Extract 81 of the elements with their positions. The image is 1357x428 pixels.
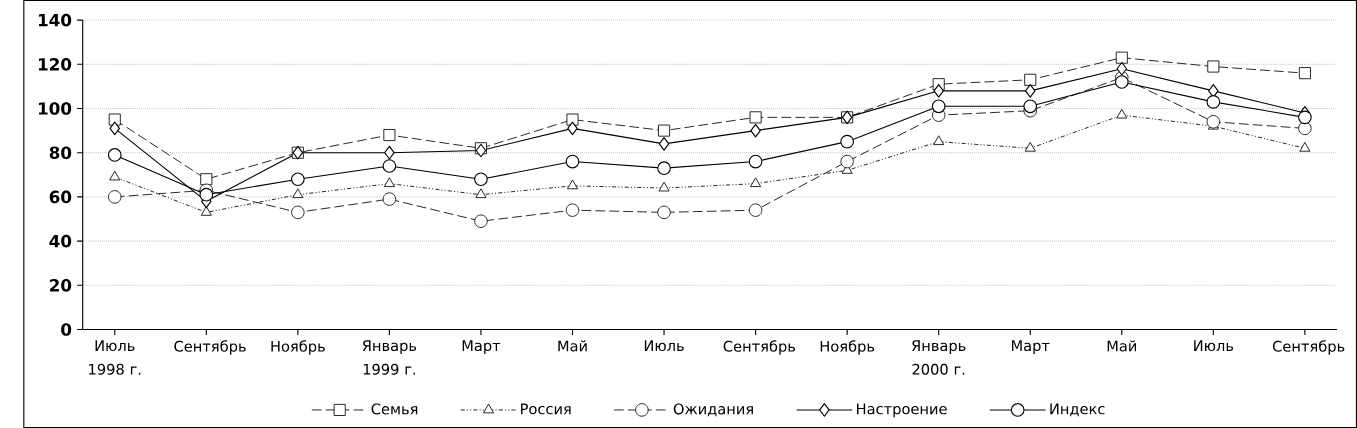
point [657, 161, 671, 175]
point [567, 179, 578, 190]
x-tick-label: Март [1011, 340, 1050, 354]
x-tick-label: Май [1107, 340, 1137, 352]
point [291, 205, 305, 219]
y-tick-label: 20 [50, 278, 72, 292]
point [475, 188, 487, 198]
x-tick-label: Январь 1999 г. [362, 340, 417, 375]
point [1298, 110, 1312, 125]
point [1114, 75, 1129, 89]
point [109, 121, 121, 136]
point [384, 145, 395, 160]
point [748, 203, 763, 217]
point [1115, 51, 1128, 64]
x-tick-label: Сентябрь [723, 340, 796, 355]
point [657, 205, 671, 219]
point [109, 170, 121, 181]
x-tick-label: Сентябрь [174, 340, 246, 355]
point [1298, 67, 1311, 80]
point [931, 99, 946, 114]
y-tick-label: 0 [61, 323, 72, 336]
legend-label: Россия [521, 403, 571, 415]
point [200, 173, 213, 186]
point [1206, 94, 1221, 109]
point [1024, 83, 1036, 98]
point [474, 214, 488, 228]
point [658, 124, 671, 137]
point [1116, 108, 1128, 119]
point [748, 154, 763, 169]
y-tick-label: 40 [49, 234, 72, 248]
point [658, 136, 670, 151]
x-tick-label: Июль [644, 340, 684, 352]
x-tick-label: Ноябрь [820, 340, 875, 355]
point [565, 203, 580, 217]
point [1024, 73, 1037, 86]
point [200, 206, 212, 216]
point [107, 148, 122, 162]
point [108, 190, 122, 204]
point [750, 177, 762, 187]
point [291, 172, 305, 186]
point [840, 154, 854, 169]
legend-label: Ожидания [673, 403, 753, 417]
x-tick-label: Сентябрь [1272, 340, 1345, 355]
point [933, 83, 944, 98]
x-tick-label: Ноябрь [271, 340, 325, 355]
x-tick-label: Май [558, 340, 587, 352]
point [292, 188, 304, 198]
point [108, 113, 121, 126]
point [382, 192, 397, 206]
x-tick-label: Март [462, 340, 501, 354]
x-tick-label: Январь 2000 г. [912, 340, 966, 375]
point [750, 123, 761, 138]
point [474, 172, 488, 186]
point [749, 111, 762, 124]
point [1298, 121, 1312, 136]
y-tick-label: 100 [38, 102, 72, 115]
point [1299, 141, 1311, 152]
point [199, 187, 214, 202]
point [382, 159, 397, 173]
x-tick-label: Июль 1998 г. [89, 340, 141, 375]
point [658, 181, 670, 192]
legend-label: Индекс [1050, 403, 1105, 417]
point [565, 154, 580, 169]
point [567, 121, 578, 136]
point [1023, 99, 1038, 114]
point [1206, 115, 1221, 129]
point [1024, 141, 1036, 152]
legend-label: Настроение [857, 403, 947, 418]
point [383, 177, 395, 187]
legend-label: Семья [371, 403, 418, 415]
y-tick-label: 80 [49, 146, 72, 159]
x-tick-label: Июль [1194, 340, 1234, 352]
y-tick-label: 60 [49, 190, 72, 204]
point [1116, 61, 1128, 76]
y-tick-label: 140 [38, 13, 72, 27]
point [1207, 60, 1220, 73]
point [840, 134, 854, 149]
y-tick-label: 120 [38, 57, 72, 71]
point [933, 135, 945, 145]
point [1208, 83, 1219, 98]
point [383, 128, 396, 141]
